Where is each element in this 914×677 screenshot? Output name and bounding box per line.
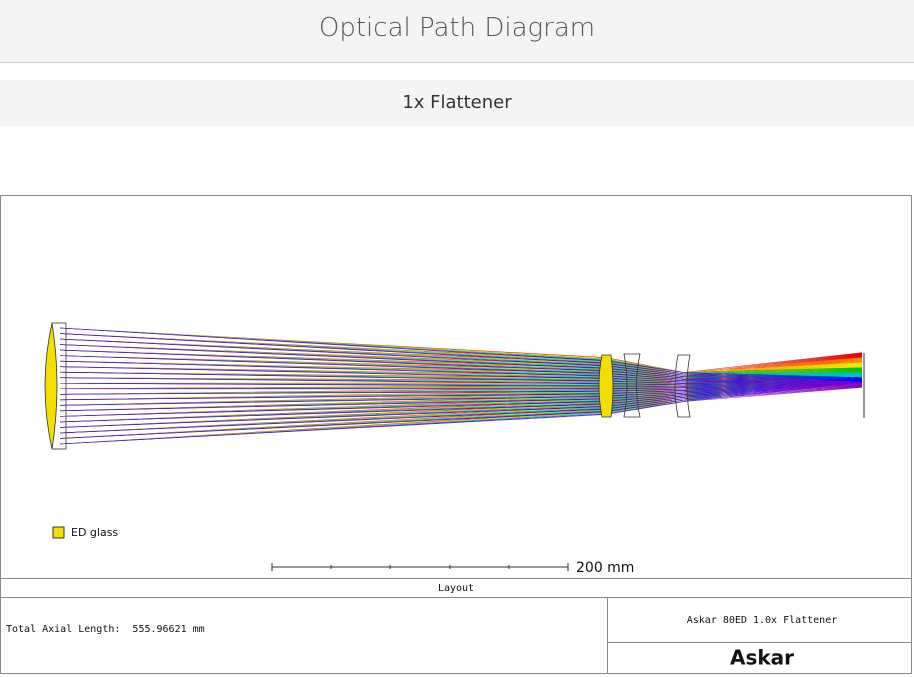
ray (59, 382, 863, 387)
lens-ed (598, 354, 614, 418)
ray (59, 385, 863, 395)
ray (59, 385, 863, 412)
lens (674, 354, 691, 418)
ray (59, 366, 863, 385)
ray (59, 386, 863, 439)
ray (59, 355, 863, 385)
scale-label: 200 mm (576, 560, 634, 576)
lens (623, 353, 641, 418)
legend-label: ED glass (71, 526, 118, 539)
page-title: Optical Path Diagram (0, 0, 914, 63)
ray (59, 344, 863, 384)
legend-swatch (52, 526, 65, 539)
ray (59, 338, 863, 384)
subtitle: 1x Flattener (0, 80, 914, 126)
ray (59, 385, 863, 417)
ray (59, 327, 863, 383)
ray (59, 333, 863, 384)
axial-length: Total Axial Length: 555.96621 mm (6, 624, 205, 635)
ray (59, 385, 863, 401)
frame (0, 195, 912, 674)
ray (59, 349, 863, 384)
ray (59, 386, 863, 423)
ray (59, 386, 863, 428)
model-name: Askar 80ED 1.0x Flattener (687, 615, 838, 626)
ray (59, 387, 863, 445)
caption: Layout (438, 583, 474, 594)
ray (59, 360, 863, 385)
ray (59, 386, 863, 434)
ray (59, 377, 863, 386)
ray (59, 371, 863, 385)
brand-logo: Askar (730, 646, 794, 670)
ray (59, 384, 863, 390)
scale-bar (271, 563, 569, 571)
lens-ed (44, 322, 58, 450)
ray (59, 385, 863, 406)
rays (59, 327, 863, 445)
